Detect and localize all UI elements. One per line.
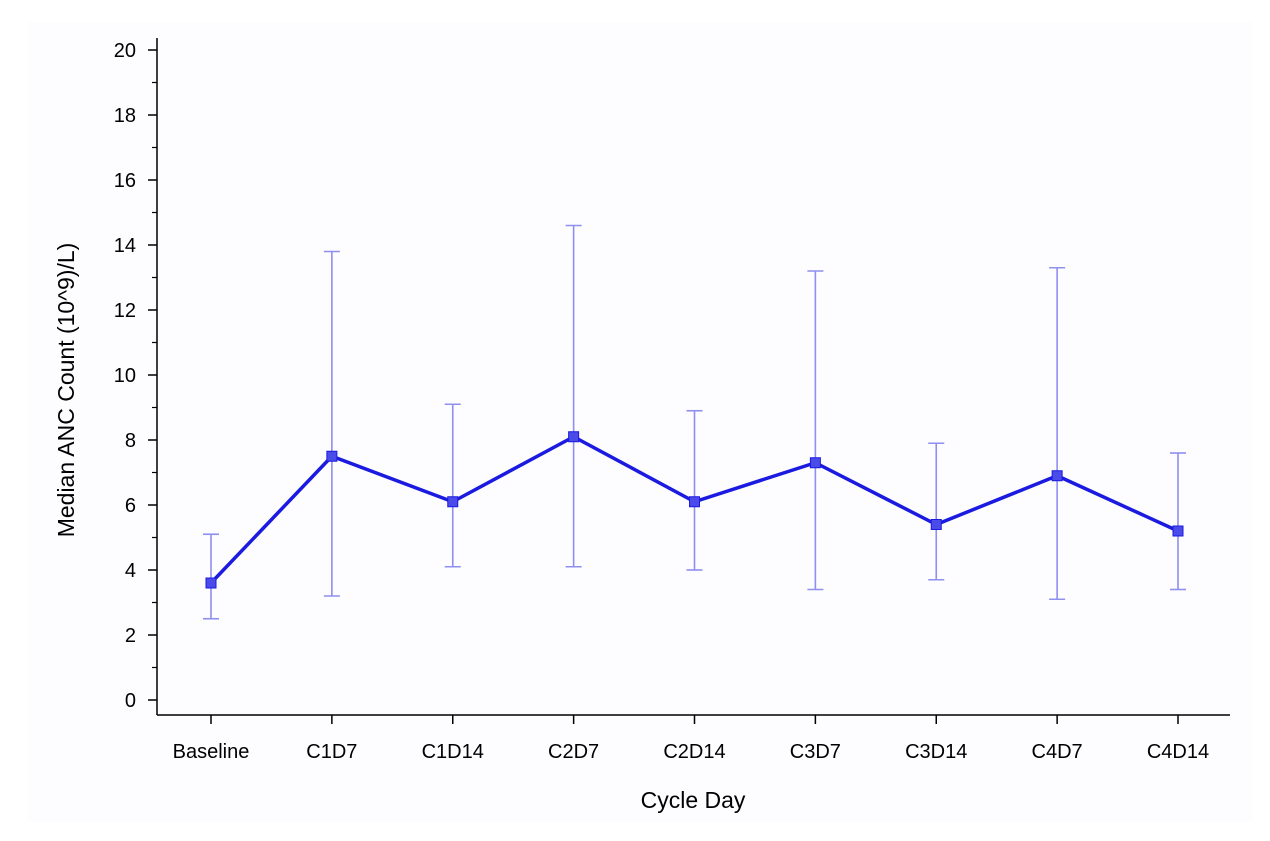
y-tick-label-6: 6 — [125, 495, 136, 517]
x-tick-label-C3D7: C3D7 — [790, 741, 841, 763]
data-point-C2D14 — [689, 496, 700, 508]
data-point-C2D7 — [568, 431, 580, 443]
y-tick-label-20: 20 — [114, 40, 136, 62]
y-tick-label-10: 10 — [114, 365, 136, 387]
data-point-C1D14 — [447, 496, 459, 508]
x-ticks: Baseline C1D7 C1D14 C2D7 C2D14 C3D7 C3D14 C4D7 C… — [173, 715, 1209, 763]
y-tick-label-8: 8 — [125, 430, 136, 452]
y-ticks: 0 2 4 6 8 10 12 14 16 18 20 — [114, 40, 157, 712]
x-tick-label-C2D14: C2D14 — [663, 741, 725, 763]
data-point-C4D7 — [1051, 470, 1063, 482]
x-tick-label-C4D7: C4D7 — [1032, 741, 1083, 763]
y-tick-label-16: 16 — [114, 170, 136, 192]
y-tick-label-18: 18 — [114, 105, 136, 127]
x-tick-label-C1D14: C1D14 — [422, 741, 484, 763]
chart-background — [28, 22, 1252, 822]
x-axis-title: Cycle Day — [641, 787, 746, 813]
y-tick-label-2: 2 — [125, 625, 136, 647]
data-point-C3D7 — [809, 457, 821, 469]
y-tick-label-0: 0 — [125, 690, 136, 712]
data-point-C4D14 — [1172, 525, 1184, 537]
x-tick-label-C3D14: C3D14 — [905, 741, 967, 763]
markers — [205, 431, 1184, 589]
y-tick-label-12: 12 — [114, 300, 136, 322]
y-tick-label-4: 4 — [125, 560, 136, 582]
data-point-C1D7 — [326, 450, 338, 462]
error-bars — [203, 224, 1186, 620]
y-axis-title: Median ANC Count (10^9)/L) — [53, 243, 79, 538]
x-tick-label-Baseline: Baseline — [173, 741, 250, 763]
x-tick-label-C4D14: C4D14 — [1147, 741, 1209, 763]
data-point-Baseline — [205, 577, 217, 589]
data-point-C3D14 — [930, 519, 942, 530]
y-tick-label-14: 14 — [114, 235, 136, 257]
x-tick-label-C1D7: C1D7 — [306, 741, 357, 763]
x-tick-label-C2D7: C2D7 — [548, 741, 599, 763]
